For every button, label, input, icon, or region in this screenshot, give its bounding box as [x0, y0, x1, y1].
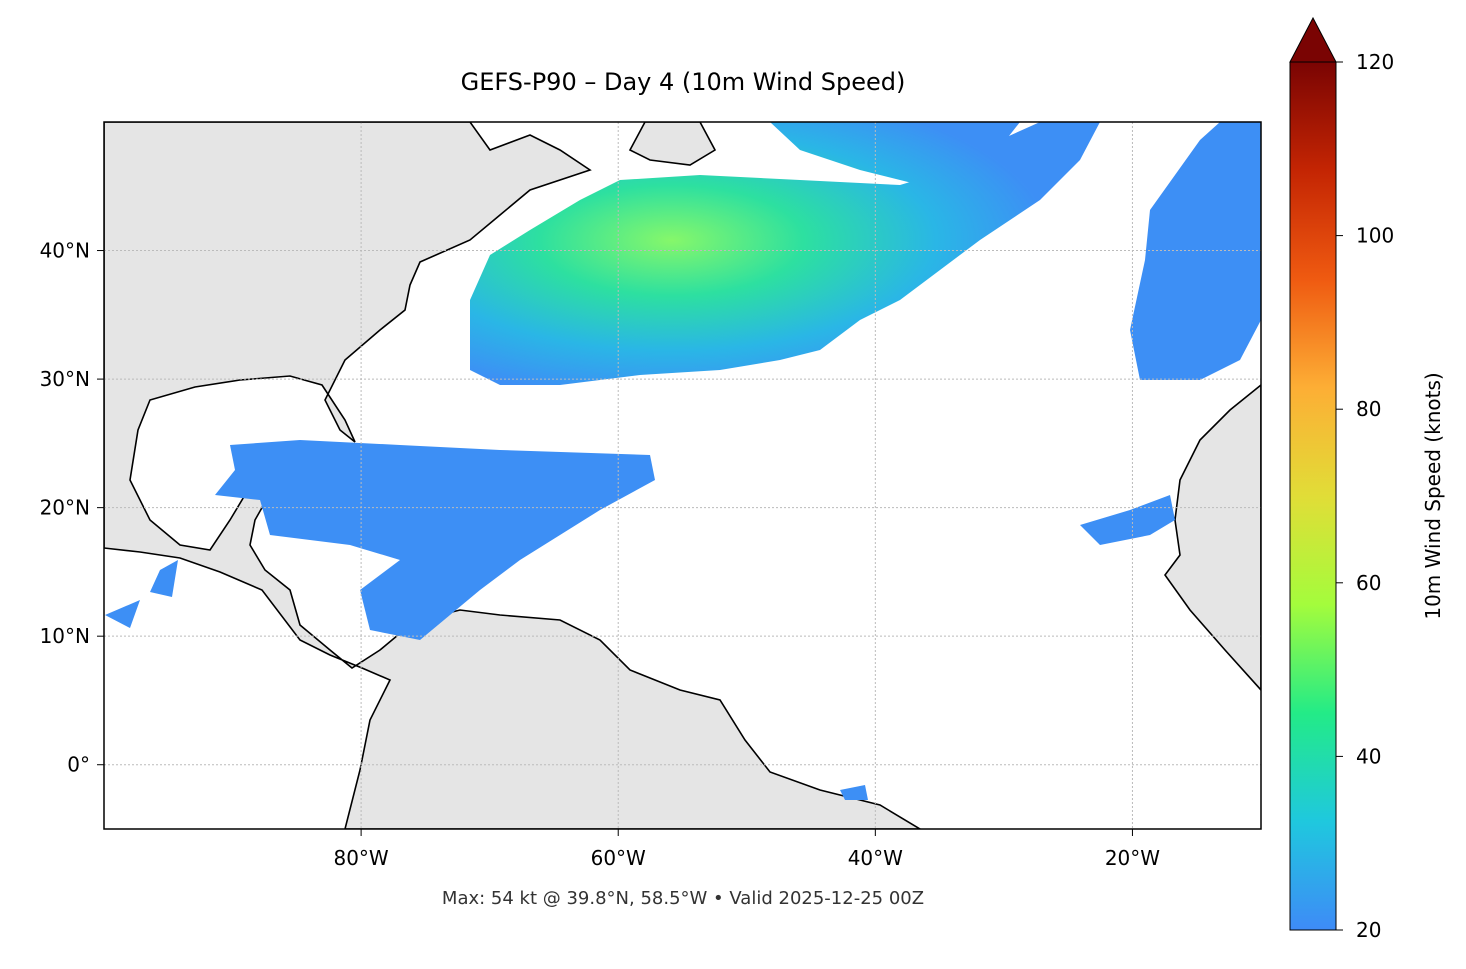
- colorbar-tick-label: 60: [1356, 571, 1381, 595]
- chart-title: GEFS-P90 – Day 4 (10m Wind Speed): [461, 68, 906, 96]
- wind-region: [470, 122, 1100, 385]
- axes: 80°W 60°W 40°W 20°W 0° 10°N 20°N 30°N 40°N: [40, 122, 1261, 870]
- colorbar-tick-label: 100: [1356, 224, 1394, 248]
- newfoundland: [628, 122, 717, 166]
- wind-region: [1130, 122, 1261, 380]
- colorbar-tick-label: 20: [1356, 918, 1381, 942]
- y-tick-label: 20°N: [40, 496, 90, 520]
- colorbar: [1289, 61, 1337, 931]
- colorbar-tick-label: 120: [1356, 50, 1394, 74]
- africa: [1164, 383, 1261, 692]
- colorbar-tick-label: 80: [1356, 397, 1381, 421]
- map: [104, 122, 1261, 829]
- x-tick-label: 40°W: [848, 846, 903, 870]
- colorbar-tick-label: 40: [1356, 744, 1381, 768]
- y-tick-label: 0°: [67, 753, 90, 777]
- americas: [104, 122, 922, 829]
- x-tick-label: 20°W: [1105, 846, 1160, 870]
- x-tick-label: 80°W: [333, 846, 388, 870]
- y-tick-label: 10°N: [40, 624, 90, 648]
- y-tick-label: 30°N: [40, 367, 90, 391]
- colorbar-label: 10m Wind Speed (knots): [1421, 372, 1445, 619]
- y-tick-label: 40°N: [40, 239, 90, 263]
- x-tick-label: 60°W: [591, 846, 646, 870]
- colorbar-extend: [1289, 16, 1337, 63]
- map-frame: [103, 121, 1262, 830]
- wind-region: [215, 440, 655, 640]
- subtitle: Max: 54 kt @ 39.8°N, 58.5°W • Valid 2025…: [442, 888, 924, 909]
